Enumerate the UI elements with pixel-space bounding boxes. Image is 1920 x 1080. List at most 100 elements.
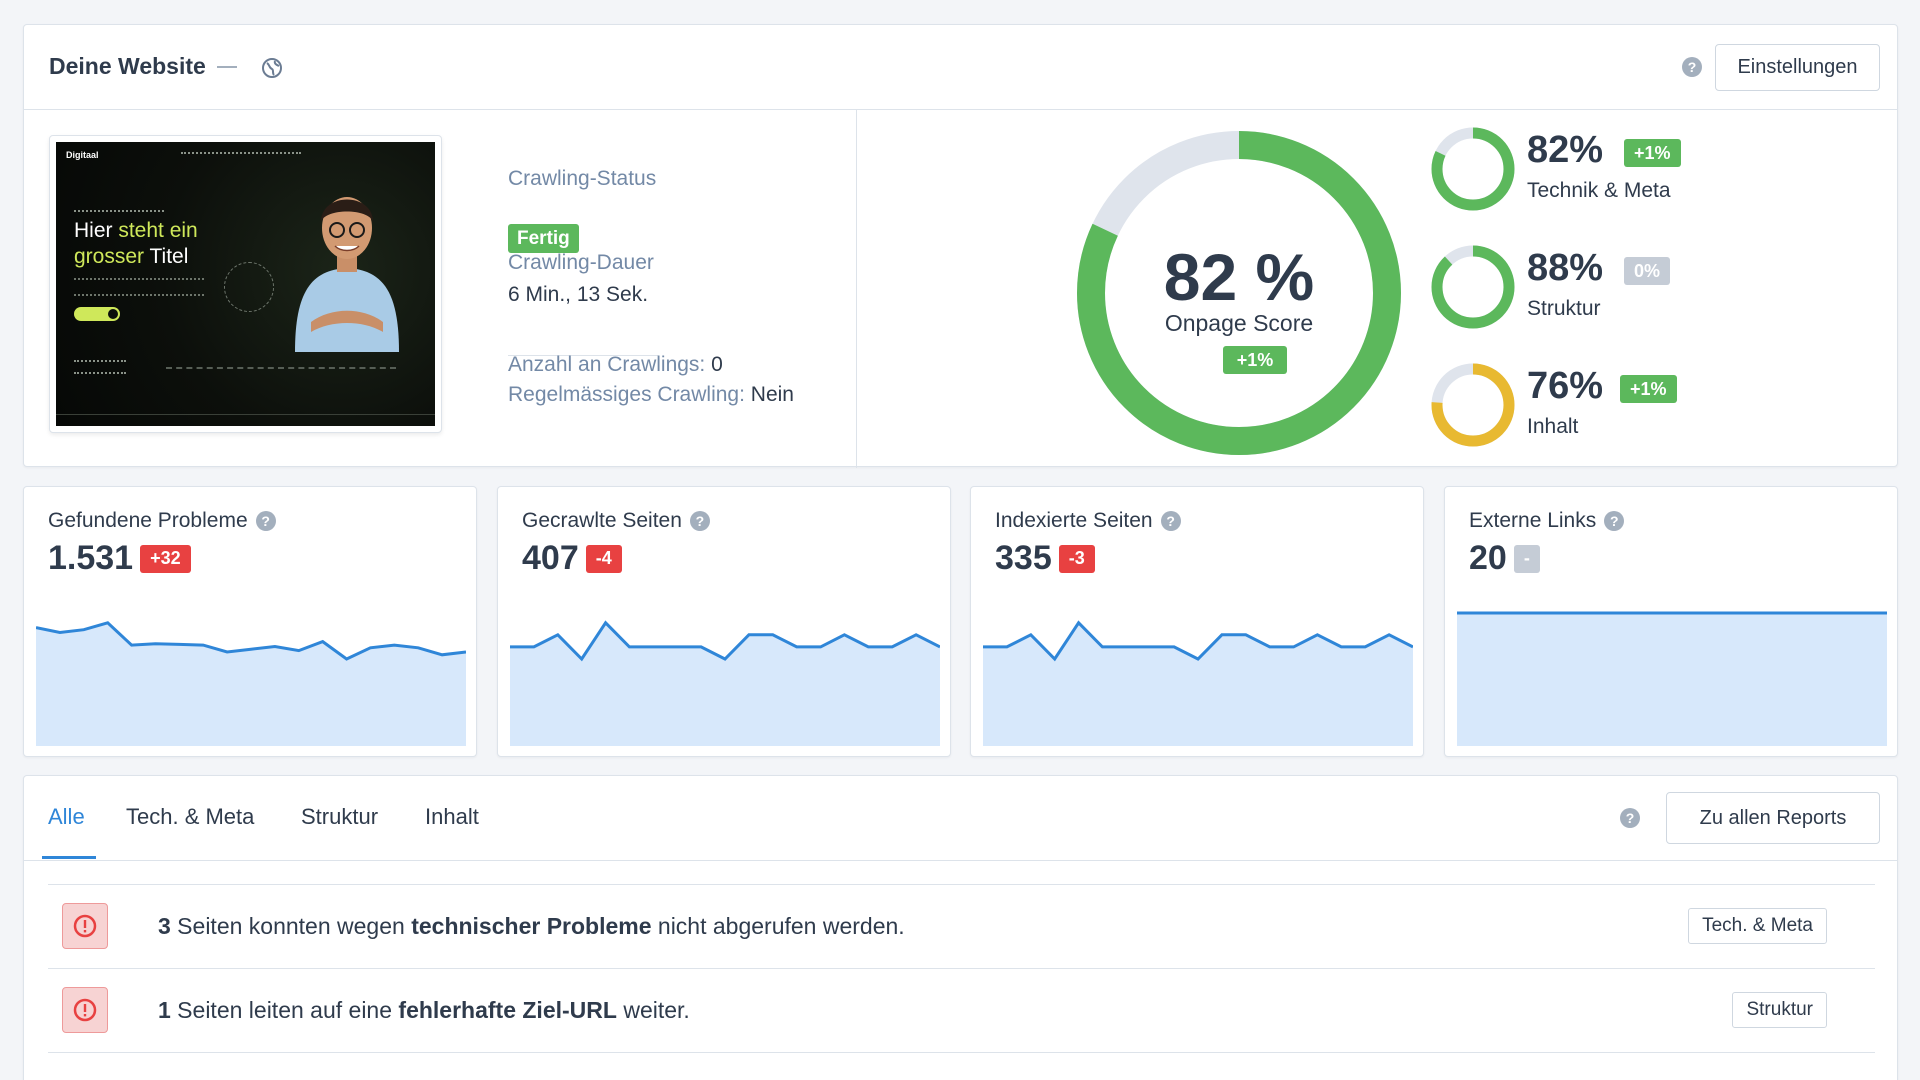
sub-score-value: 88% [1527,247,1604,289]
website-overview-card: Deine Website ? Einstellungen Digitaal H… [23,24,1898,468]
issue-text: 1 Seiten leiten auf eine fehlerhafte Zie… [158,997,690,1024]
metric-label: Gefundene Probleme [48,509,248,532]
issue-count: 3 [158,913,171,939]
onpage-score-value: 82 % [1163,240,1315,314]
sub-donut-arc [1431,127,1515,211]
globe-icon[interactable] [261,57,283,84]
metric-delta: - [1513,544,1540,573]
crawling-count-label: Anzahl an Crawlings: [508,353,706,376]
issue-text: 3 Seiten konnten wegen technischer Probl… [158,913,905,940]
divider [856,110,857,468]
crawling-status-badge: Fertig [508,224,579,253]
sub-score-donut [1431,245,1515,329]
sub-score-label: Inhalt [1527,415,1579,438]
preview-trusted-text [74,360,126,374]
sub-donut-arc [1431,245,1515,329]
crawling-count-value: 0 [711,353,723,376]
website-preview-thumbnail[interactable]: Digitaal Hier steht ein grosser Titel [49,135,442,433]
metric-value-row: 1.531 +32 [48,539,191,578]
help-icon[interactable]: ? [255,511,276,531]
help-icon[interactable]: ? [689,511,710,531]
onpage-score-donut [1077,131,1401,455]
crawling-status-label: Crawling-Status [508,167,657,190]
sub-score-delta: +1% [1620,375,1677,403]
regular-crawling-row: Regelmässiges Crawling: Nein [508,383,794,407]
metric-value-row: 335 -3 [995,539,1095,578]
sub-score-delta: 0% [1624,257,1671,285]
onpage-score-label: Onpage Score [1164,310,1314,336]
sub-score-value: 82% [1527,129,1604,171]
tab-struktur[interactable]: Struktur [301,804,379,829]
metric-card: Indexierte Seiten? 335 -3 [970,486,1424,757]
chart-area [1457,613,1887,746]
preview-badge-circle [224,262,274,312]
tab-inhalt[interactable]: Inhalt [425,804,479,829]
chart-area [510,622,940,746]
issue-highlight: technischer Probleme [411,913,652,939]
preview-screenshot: Digitaal Hier steht ein grosser Titel [56,142,435,426]
help-icon[interactable]: ? [1620,808,1640,828]
card-header: Deine Website ? Einstellungen [24,25,1897,110]
metric-delta: -4 [585,544,622,573]
preview-paragraph [74,278,204,296]
metric-card: Gefundene Probleme? 1.531 +32 [23,486,477,757]
regular-crawling-label: Regelmässiges Crawling: [508,383,745,406]
active-tab-indicator [42,856,96,859]
issues-card: Alle Tech. & Meta Struktur Inhalt ? Zu a… [23,775,1898,1080]
metric-delta: -3 [1058,544,1095,573]
chart-line [36,621,466,661]
metric-area-chart [36,621,466,746]
metric-value: 407 [522,539,579,577]
chart-area [36,622,466,746]
donut-progress-arc [1077,131,1401,455]
all-reports-button[interactable]: Zu allen Reports [1666,792,1880,844]
metric-label-row: Gecrawlte Seiten? [522,509,710,533]
sub-donut-arc [1431,363,1515,447]
chart-area [983,622,1413,746]
settings-button[interactable]: Einstellungen [1715,44,1880,91]
issue-text-part: nicht abgerufen werden. [651,913,905,939]
sub-score-label: Struktur [1527,297,1601,320]
issue-tabs: Alle Tech. & Meta Struktur Inhalt ? Zu a… [24,776,1897,861]
issue-text-part: Seiten konnten wegen [170,913,412,939]
crawling-duration-label: Crawling-Dauer [508,251,654,274]
help-icon[interactable]: ? [1160,511,1181,531]
metric-area-chart [1457,611,1887,746]
help-icon[interactable]: ? [1682,57,1702,77]
issue-category-tag[interactable]: Struktur [1732,992,1827,1028]
issue-text-part: Seiten leiten auf eine [170,997,399,1023]
sub-score-label: Technik & Meta [1527,179,1671,202]
crawling-count-row: Anzahl an Crawlings: 0 [508,353,723,377]
metric-area-chart [510,620,940,746]
help-icon[interactable]: ? [1604,511,1625,531]
error-icon [62,903,108,949]
issue-row-divider [48,1052,1875,1053]
onpage-score-delta: +1% [1223,346,1287,374]
sub-score-value: 76% [1527,365,1604,407]
preview-headline: Hier steht ein grosser Titel [74,219,198,268]
preview-cta-dot [108,309,118,319]
error-icon [62,987,108,1033]
metric-value: 20 [1469,539,1507,577]
tab-tech-meta[interactable]: Tech. & Meta [126,804,255,829]
preview-person-image [295,197,399,352]
regular-crawling-value: Nein [750,383,794,406]
metric-label: Externe Links [1469,509,1597,532]
issue-row[interactable]: 1 Seiten leiten auf eine fehlerhafte Zie… [48,968,1875,1052]
sub-score-donut [1431,363,1515,447]
metric-label: Indexierte Seiten [995,509,1153,532]
metric-value-row: 407 -4 [522,539,622,578]
page-title: Deine Website [49,53,206,79]
metric-label-row: Indexierte Seiten? [995,509,1181,533]
issue-category-tag[interactable]: Tech. & Meta [1688,908,1827,944]
issue-row[interactable]: 3 Seiten konnten wegen technischer Probl… [48,884,1875,968]
info-separator [508,355,658,356]
title-separator [217,66,237,68]
sub-score-delta: +1% [1624,139,1681,167]
metric-value: 335 [995,539,1052,577]
tab-alle[interactable]: Alle [48,804,85,829]
metric-value-row: 20- [1469,539,1540,578]
preview-kicker [74,210,164,212]
chart-line [983,620,1413,662]
metric-delta: +32 [140,544,191,573]
